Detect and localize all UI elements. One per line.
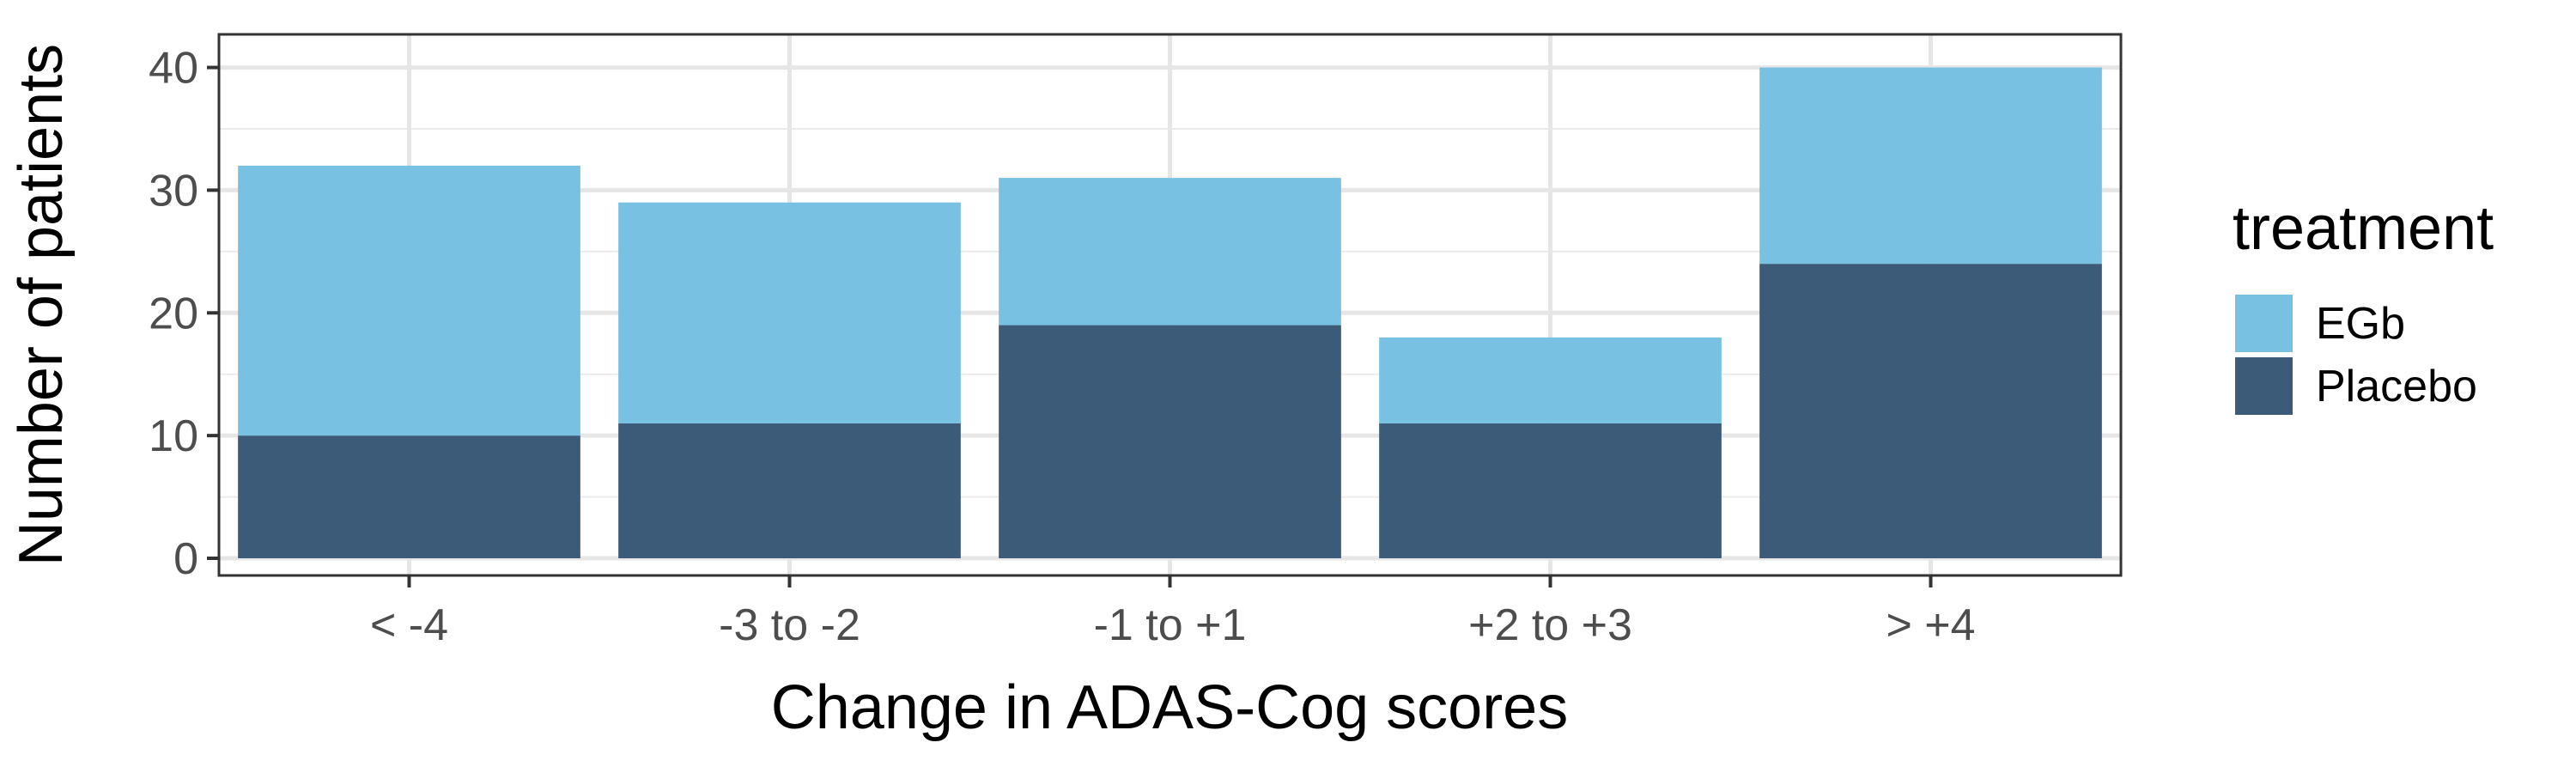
y-tick-label: 10	[149, 411, 198, 461]
y-tick-label: 0	[173, 534, 198, 584]
legend-label-placebo: Placebo	[2316, 362, 2477, 411]
y-axis-title: Number of patients	[7, 44, 76, 566]
bar-placebo-4	[1379, 423, 1722, 558]
y-tick-label: 30	[149, 166, 198, 216]
x-axis: < -4 -3 to -2 -1 to +1 +2 to +3 > +4	[370, 575, 1976, 650]
legend-title: treatment	[2233, 194, 2494, 263]
bar-egb-3	[999, 178, 1341, 326]
y-axis: 0 10 20 30 40	[149, 44, 219, 584]
bar-placebo-2	[618, 423, 961, 558]
x-axis-title: Change in ADAS-Cog scores	[771, 673, 1568, 742]
x-tick-label: < -4	[370, 600, 448, 650]
x-tick-label: -1 to +1	[1094, 600, 1247, 650]
bar-placebo-5	[1759, 264, 2102, 558]
legend-key-egb	[2235, 295, 2293, 352]
legend-label-egb: EGb	[2316, 299, 2405, 349]
y-tick-label: 40	[149, 44, 198, 94]
legend: treatment EGb Placebo	[2233, 194, 2494, 415]
bars	[238, 67, 2102, 558]
x-tick-label: +2 to +3	[1468, 600, 1632, 650]
y-tick-label: 20	[149, 289, 198, 338]
bar-placebo-3	[999, 325, 1341, 558]
x-tick-label: -3 to -2	[719, 600, 860, 650]
bar-egb-2	[618, 202, 961, 423]
bar-egb-4	[1379, 337, 1722, 423]
legend-key-placebo	[2235, 357, 2293, 415]
bar-egb-1	[238, 165, 580, 436]
x-tick-label: > +4	[1886, 600, 1975, 650]
bar-placebo-1	[238, 435, 580, 558]
bar-egb-5	[1759, 67, 2102, 265]
